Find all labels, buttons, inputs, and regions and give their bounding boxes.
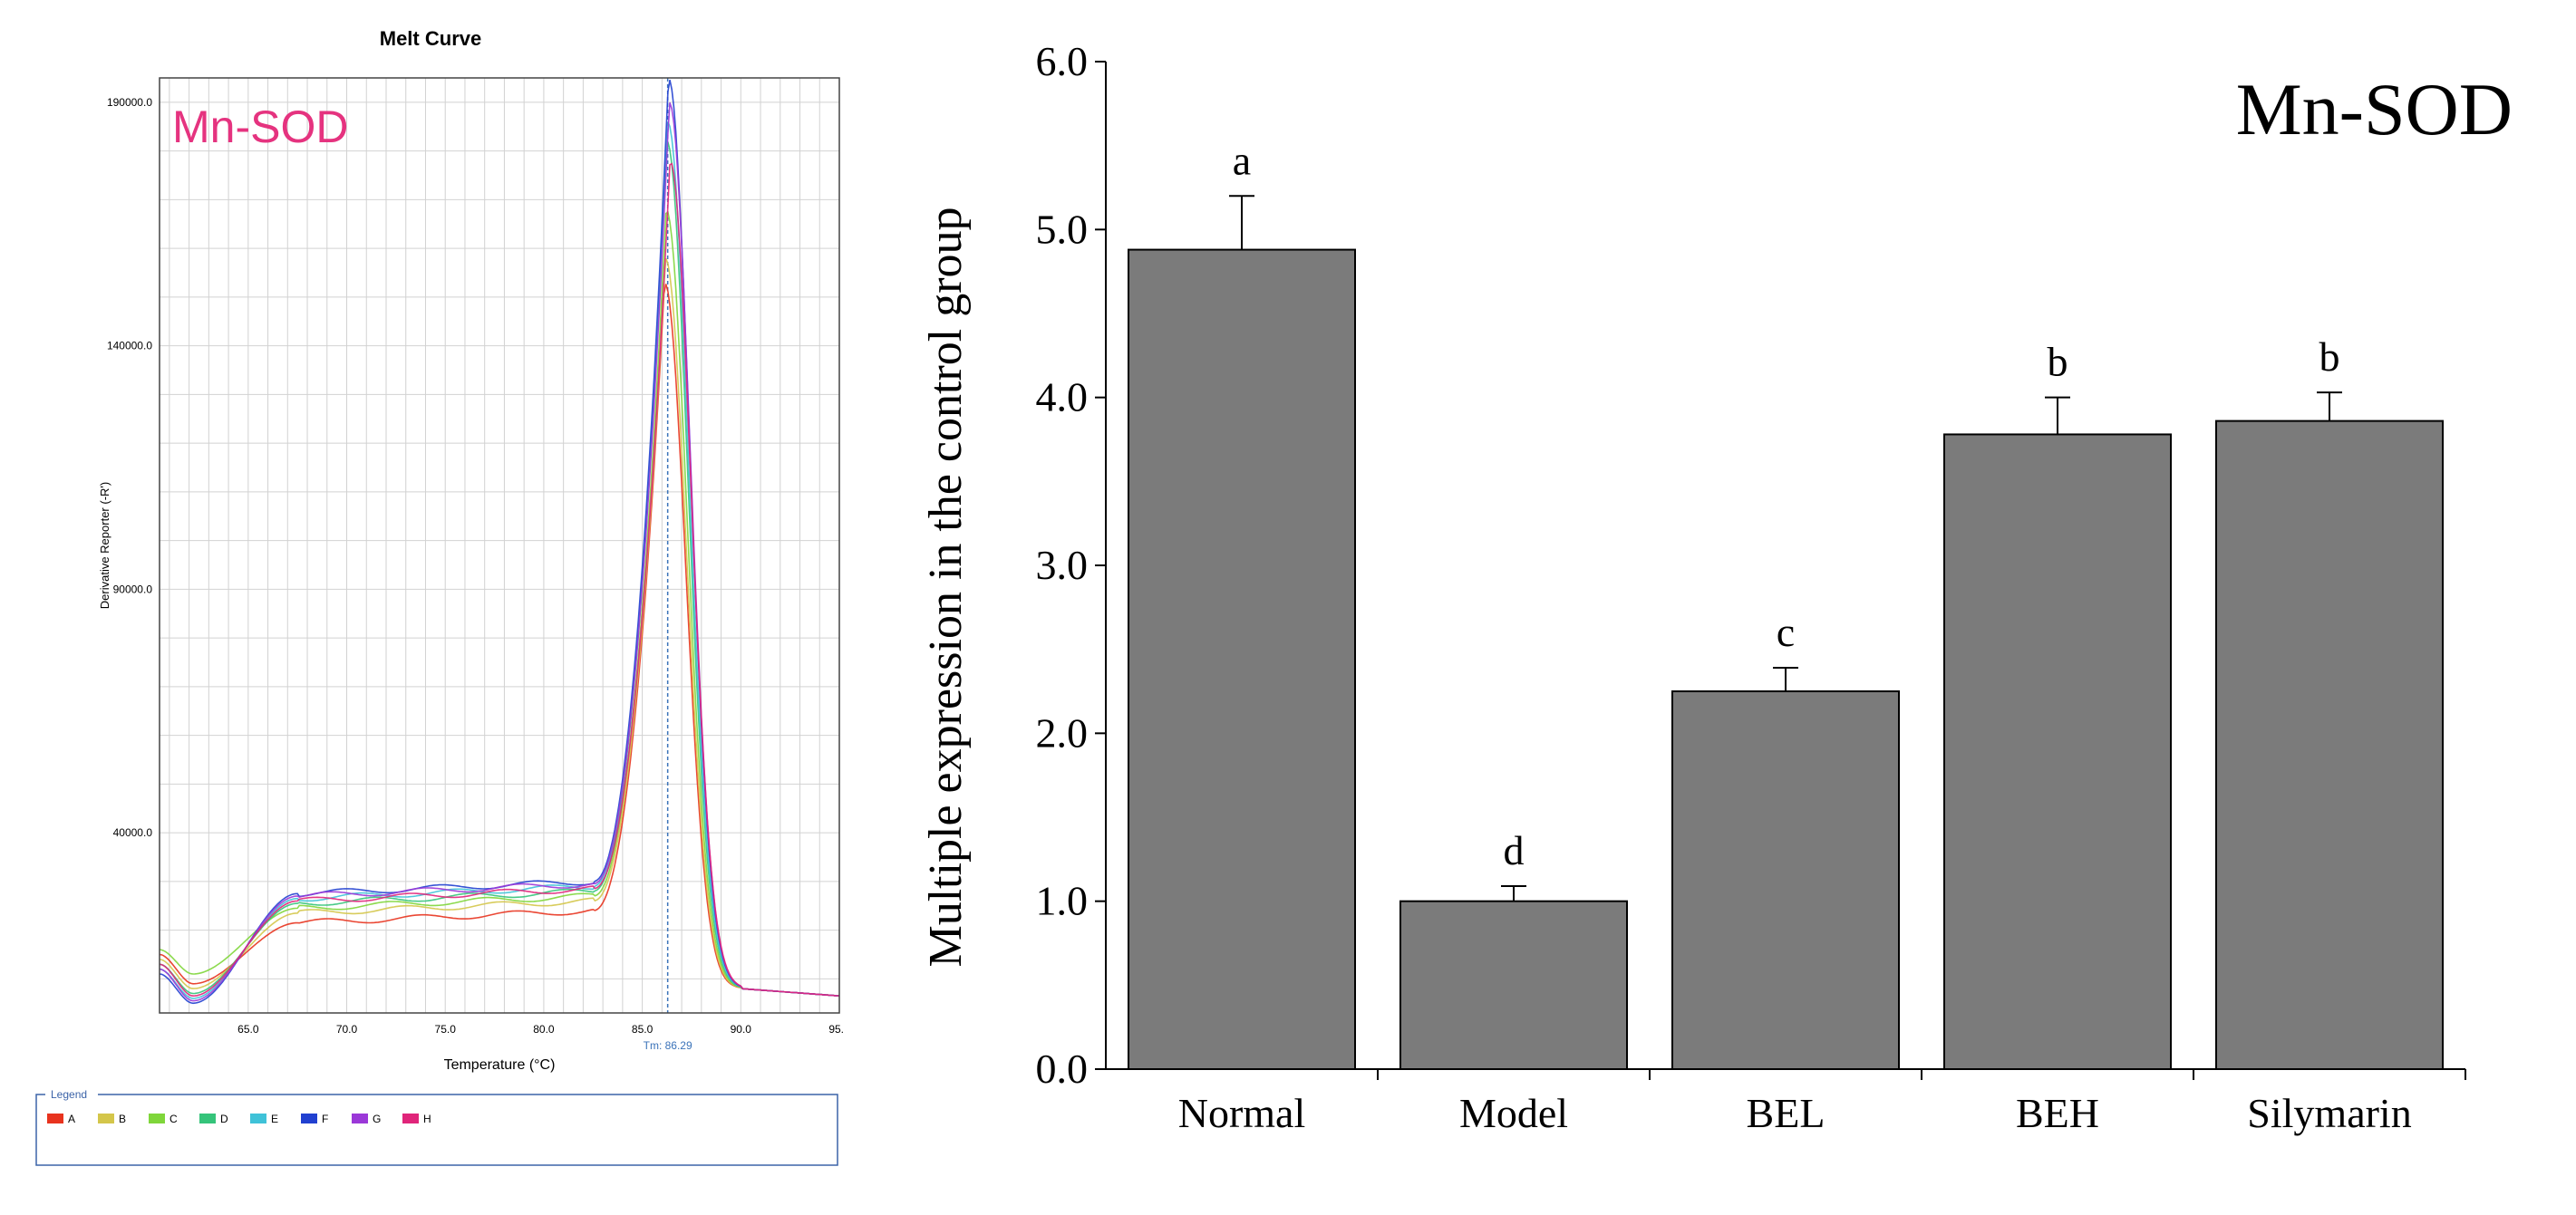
legend-swatch-G xyxy=(352,1114,368,1123)
melt-y-tick-label: 90000.0 xyxy=(113,583,153,595)
melt-gene-label: Mn-SOD xyxy=(172,101,348,152)
bar-x-tick-label: Model xyxy=(1459,1090,1568,1136)
bar-chart-panel: a d c b b 0.0 1.0 2.0 3.0 4.0 5.0 6.0 Normal Model B… xyxy=(843,0,2576,1210)
melt-x-axis-label: Temperature (°C) xyxy=(444,1057,556,1073)
legend-title-bg xyxy=(45,1087,98,1100)
melt-curve-F xyxy=(159,80,840,1005)
bar-x-ticks: Normal Model BEL BEH Silymarin xyxy=(1178,1069,2466,1136)
melt-x-tick-label: 65.0 xyxy=(237,1023,259,1036)
melt-curve-C xyxy=(159,210,840,997)
melt-grid xyxy=(160,78,840,1013)
melt-tm-label: Tm: 86.29 xyxy=(644,1039,692,1052)
legend-items: A B C D E F G H xyxy=(47,1113,431,1125)
melt-y-tick-label: 140000.0 xyxy=(107,340,152,352)
bar-y-ticks: 0.0 1.0 2.0 3.0 4.0 5.0 6.0 xyxy=(1036,38,1106,1092)
legend-label-C: C xyxy=(169,1113,178,1125)
legend-label-E: E xyxy=(271,1113,278,1125)
bar-x-tick-label: BEH xyxy=(2016,1090,2099,1136)
bar-y-tick-label: 3.0 xyxy=(1036,542,1089,588)
legend-label-A: A xyxy=(68,1113,75,1125)
melt-curve-title: Melt Curve xyxy=(380,27,481,50)
bar-silymarin xyxy=(2215,419,2444,1070)
bar-y-tick-label: 1.0 xyxy=(1036,878,1089,924)
melt-plot-frame xyxy=(159,77,840,1014)
legend-label-H: H xyxy=(423,1113,431,1125)
legend-swatch-D xyxy=(199,1114,216,1123)
melt-curve-panel: Melt Curve 40000.0 90000.0 140000.0 190000.… xyxy=(0,0,850,1210)
melt-y-tick-label: 40000.0 xyxy=(113,826,153,839)
bar-bars xyxy=(1128,248,2444,1071)
significance-label-beh: b xyxy=(2048,339,2068,385)
bar-significance-labels: a d c b b xyxy=(1233,137,2340,873)
melt-x-tick-label: 85.0 xyxy=(632,1023,654,1036)
melt-x-ticks: 65.0 70.0 75.0 80.0 85.0 90.0 95.0 xyxy=(237,1023,850,1036)
bar-x-tick-label: Normal xyxy=(1178,1090,1306,1136)
melt-legend: Legend A B C D E F G H xyxy=(35,1087,838,1166)
melt-x-tick-label: 75.0 xyxy=(435,1023,457,1036)
melt-x-tick-label: 90.0 xyxy=(731,1023,752,1036)
bar-chart: a d c b b 0.0 1.0 2.0 3.0 4.0 5.0 6.0 Normal Model B… xyxy=(920,38,2513,1136)
bar-y-tick-label: 5.0 xyxy=(1036,206,1089,252)
bar-y-tick-label: 2.0 xyxy=(1036,709,1089,756)
legend-label-D: D xyxy=(220,1113,228,1125)
melt-curve-B xyxy=(159,257,840,997)
bar-beh xyxy=(1943,433,2172,1070)
melt-curves xyxy=(159,80,840,1005)
melt-y-ticks: 40000.0 90000.0 140000.0 190000.0 xyxy=(107,96,152,839)
melt-x-tick-label: 80.0 xyxy=(533,1023,555,1036)
legend-title: Legend xyxy=(51,1088,87,1101)
melt-curve-E xyxy=(159,121,840,999)
bar-x-tick-label: Silymarin xyxy=(2247,1090,2411,1136)
legend-swatch-C xyxy=(149,1114,165,1123)
bar-model xyxy=(1399,900,1628,1071)
legend-box xyxy=(35,1094,838,1166)
bar-bel xyxy=(1671,690,1900,1070)
melt-x-tick-label: 70.0 xyxy=(336,1023,358,1036)
legend-swatch-A xyxy=(47,1114,63,1123)
legend-swatch-H xyxy=(402,1114,419,1123)
significance-label-silymarin: b xyxy=(2319,333,2340,380)
significance-label-model: d xyxy=(1504,827,1525,873)
melt-y-axis-label: Derivative Reporter (-R') xyxy=(98,482,111,609)
bar-y-tick-label: 6.0 xyxy=(1036,38,1089,84)
bar-y-tick-label: 0.0 xyxy=(1036,1046,1089,1092)
melt-curve-A xyxy=(159,284,840,997)
significance-label-normal: a xyxy=(1233,137,1251,183)
bar-normal xyxy=(1128,248,1356,1071)
melt-curve-H xyxy=(159,162,840,998)
bar-x-tick-label: BEL xyxy=(1747,1090,1825,1136)
legend-swatch-B xyxy=(98,1114,114,1123)
bar-y-tick-label: 4.0 xyxy=(1036,374,1089,420)
melt-y-tick-label: 190000.0 xyxy=(107,96,152,109)
melt-curve-G xyxy=(159,102,840,1002)
melt-curve-D xyxy=(159,141,840,997)
melt-x-tick-label: 95.0 xyxy=(828,1023,843,1036)
legend-label-G: G xyxy=(373,1113,381,1125)
legend-label-F: F xyxy=(322,1113,328,1125)
legend-label-B: B xyxy=(119,1113,126,1125)
legend-swatch-F xyxy=(301,1114,317,1123)
significance-label-bel: c xyxy=(1777,609,1795,655)
bar-error-bars xyxy=(1229,195,2342,902)
bar-y-axis-label: Multiple expression in the control group xyxy=(920,207,972,967)
bar-chart-title: Mn-SOD xyxy=(2236,68,2513,150)
legend-swatch-E xyxy=(250,1114,266,1123)
melt-curve-chart: Melt Curve 40000.0 90000.0 140000.0 190000.… xyxy=(35,27,850,1166)
